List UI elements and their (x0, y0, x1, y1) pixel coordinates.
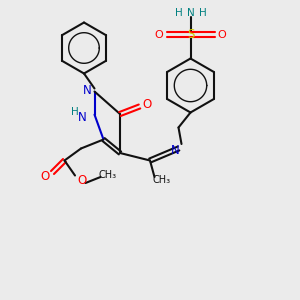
Text: O: O (154, 29, 164, 40)
Text: N: N (171, 143, 180, 157)
Text: H: H (71, 106, 79, 117)
Text: H: H (175, 8, 182, 19)
Text: O: O (40, 170, 50, 184)
Text: O: O (142, 98, 152, 112)
Text: O: O (78, 173, 87, 187)
Text: N: N (82, 83, 91, 97)
Text: S: S (187, 28, 194, 41)
Text: O: O (218, 29, 226, 40)
Text: CH₃: CH₃ (99, 170, 117, 181)
Text: CH₃: CH₃ (153, 175, 171, 185)
Text: H: H (199, 8, 206, 19)
Text: N: N (187, 8, 194, 19)
Text: N: N (78, 111, 87, 124)
